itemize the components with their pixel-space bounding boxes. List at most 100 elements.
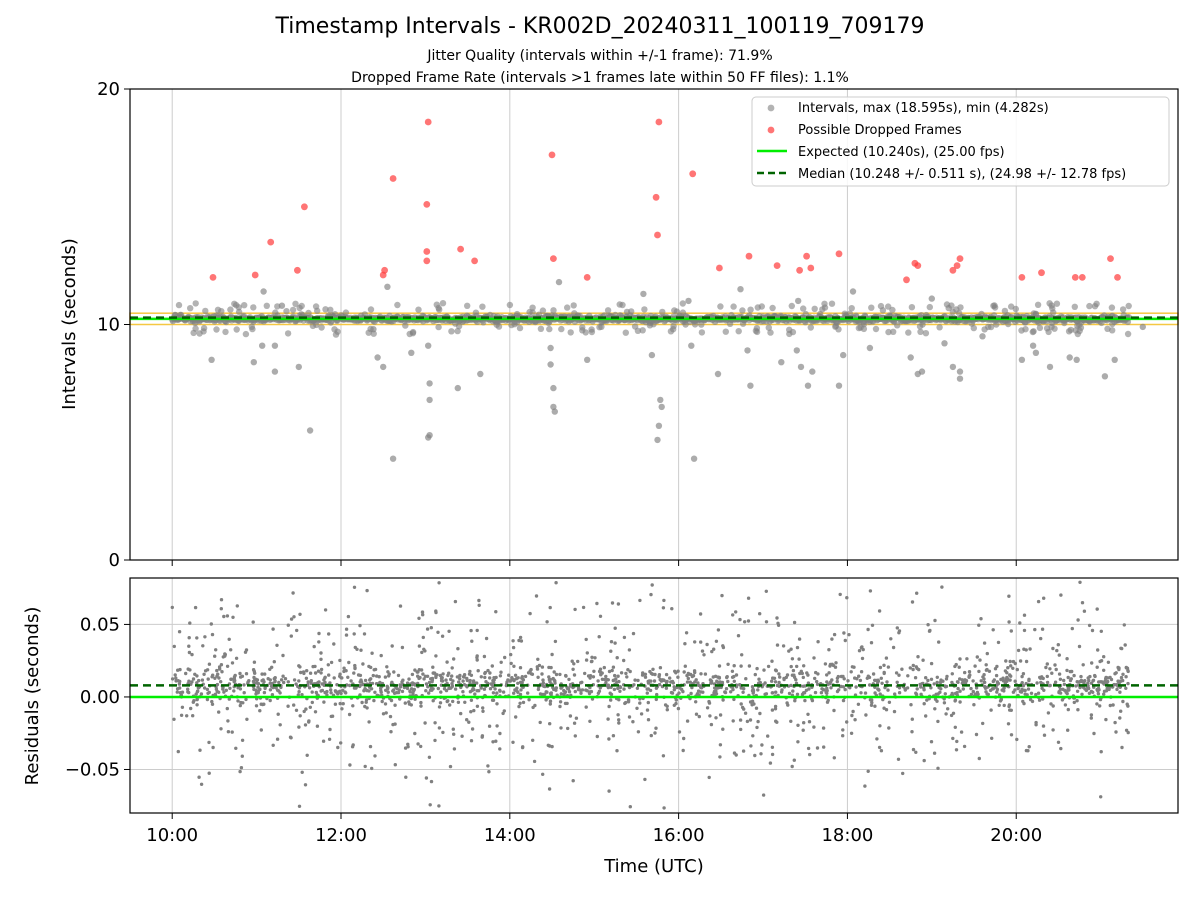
residual-point	[179, 713, 184, 717]
residual-point	[391, 689, 395, 693]
residual-point	[439, 690, 443, 694]
residual-point	[635, 686, 640, 690]
residual-point	[804, 688, 809, 692]
residual-point	[511, 740, 515, 744]
residual-point	[977, 669, 981, 674]
residual-point	[1062, 682, 1067, 687]
residual-point	[322, 678, 326, 682]
residual-point	[731, 719, 735, 723]
interval-point	[241, 302, 248, 309]
interval-outlier-point	[956, 375, 964, 382]
residual-point	[796, 723, 800, 727]
residual-point	[328, 681, 332, 685]
residual-point	[252, 669, 256, 674]
residual-point	[202, 686, 207, 690]
residual-point	[213, 654, 217, 658]
residual-point	[320, 688, 325, 693]
residual-point	[191, 677, 196, 681]
residual-point	[597, 635, 601, 639]
interval-point	[639, 327, 646, 334]
dropped-frame-point	[1114, 274, 1121, 281]
residual-point	[465, 678, 469, 683]
interval-point	[1051, 325, 1058, 332]
residual-point	[295, 628, 299, 633]
residual-point	[751, 734, 755, 738]
interval-point	[916, 323, 924, 330]
residual-point	[697, 714, 701, 719]
residual-point	[190, 652, 194, 657]
residual-point	[531, 738, 535, 742]
residual-point	[243, 650, 248, 654]
residual-point	[1121, 678, 1125, 683]
residual-point	[749, 744, 753, 748]
interval-point	[970, 324, 977, 332]
residual-point	[887, 700, 892, 704]
residual-point	[234, 656, 239, 660]
residual-point	[308, 705, 312, 709]
residual-point	[268, 688, 273, 692]
interval-outlier-point	[795, 297, 802, 305]
interval-outlier-point	[1111, 356, 1118, 363]
residual-point	[610, 668, 614, 673]
residual-point	[1081, 663, 1085, 667]
residual-point	[708, 678, 713, 682]
residual-point	[304, 676, 309, 680]
residual-point	[319, 651, 323, 655]
interval-points	[169, 278, 1147, 462]
residual-point	[921, 658, 925, 662]
residual-point	[406, 745, 410, 749]
residual-point	[413, 731, 417, 736]
residual-point	[1013, 688, 1017, 692]
residual-point	[224, 688, 228, 692]
residual-point	[178, 667, 182, 672]
residual-point	[649, 671, 654, 676]
dropped-frame-point	[745, 252, 753, 260]
residual-point	[373, 754, 377, 758]
residual-point	[1117, 680, 1122, 684]
residuals-y-label: Residuals (seconds)	[22, 607, 43, 786]
residual-point	[1057, 653, 1062, 657]
residual-point	[882, 671, 886, 676]
residual-point	[242, 691, 246, 695]
interval-point	[698, 321, 705, 328]
residual-point	[1009, 629, 1013, 633]
residual-point	[863, 691, 868, 695]
residual-point	[846, 679, 850, 683]
residual-point	[659, 679, 664, 683]
residual-point	[413, 697, 417, 701]
residual-point	[541, 681, 545, 685]
residual-point	[1099, 795, 1103, 799]
residual-point	[1022, 647, 1026, 651]
residual-point	[1095, 607, 1099, 611]
residual-point	[174, 676, 178, 680]
interval-point	[192, 325, 199, 332]
residual-point	[386, 690, 390, 694]
interval-point	[567, 329, 574, 336]
residual-point	[528, 611, 532, 616]
residual-point	[330, 714, 335, 718]
residual-point	[958, 657, 962, 661]
residual-point	[228, 686, 232, 690]
residual-point	[646, 718, 651, 722]
interval-outlier-point	[1018, 356, 1026, 363]
interval-point	[415, 306, 422, 313]
residual-point	[327, 737, 332, 741]
residual-point	[475, 704, 480, 708]
residual-point	[322, 700, 326, 704]
interval-point	[227, 306, 234, 313]
residual-point	[571, 667, 575, 671]
residual-point	[699, 686, 704, 690]
residual-point	[422, 677, 426, 681]
interval-point	[717, 303, 724, 310]
residual-point	[204, 566, 207, 569]
interval-point	[1124, 330, 1132, 338]
residual-point	[866, 674, 870, 678]
residual-point	[821, 726, 826, 730]
residual-point	[336, 745, 340, 750]
residual-point	[352, 671, 356, 675]
residual-point	[470, 688, 474, 693]
residual-point	[766, 734, 770, 738]
residual-point	[612, 687, 617, 692]
residual-point	[453, 687, 458, 691]
residual-point	[344, 627, 349, 631]
